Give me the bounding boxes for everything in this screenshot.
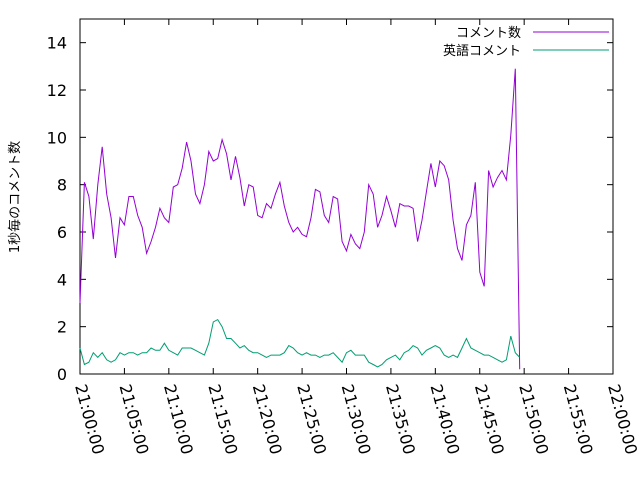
- x-tick-label: 21:25:00: [293, 382, 330, 456]
- series-line-english: [79, 318, 521, 368]
- y-axis-label: 1秒毎のコメント数: [7, 141, 23, 253]
- x-tick-label: 21:50:00: [515, 382, 552, 456]
- y-tick-label: 0: [57, 365, 67, 384]
- x-tick-label: 21:40:00: [426, 382, 463, 456]
- series-line-comments: [79, 68, 521, 370]
- x-axis-ticks: 21:00:00 21:05:00 21:10:00 21:15:00 21:20:00…: [71, 19, 640, 456]
- legend-label-comments: コメント数: [456, 26, 521, 41]
- legend: コメント数 英語コメント: [443, 26, 609, 59]
- x-tick-label: 22:00:00: [604, 382, 640, 456]
- x-tick-label: 21:55:00: [560, 382, 597, 456]
- series-lines: [79, 68, 521, 370]
- x-tick-label: 21:15:00: [204, 382, 241, 456]
- legend-label-english: 英語コメント: [443, 43, 521, 59]
- y-tick-label: 4: [57, 270, 67, 289]
- plot-frame: [79, 18, 614, 375]
- x-tick-label: 21:35:00: [382, 382, 419, 456]
- y-axis-ticks: 0 2 4 6 8 10 12 14: [47, 34, 613, 384]
- y-tick-label: 2: [57, 318, 67, 337]
- x-tick-label: 21:45:00: [471, 382, 508, 456]
- y-tick-label: 10: [47, 128, 67, 147]
- x-tick-label: 21:10:00: [160, 382, 197, 456]
- y-tick-label: 12: [47, 81, 67, 100]
- y-tick-label: 6: [57, 223, 67, 242]
- x-tick-label: 21:05:00: [116, 382, 153, 456]
- x-tick-label: 21:20:00: [249, 382, 286, 456]
- x-tick-label: 21:30:00: [338, 382, 375, 456]
- y-tick-label: 8: [57, 176, 67, 195]
- x-tick-label: 21:00:00: [71, 382, 108, 456]
- y-tick-label: 14: [47, 34, 67, 53]
